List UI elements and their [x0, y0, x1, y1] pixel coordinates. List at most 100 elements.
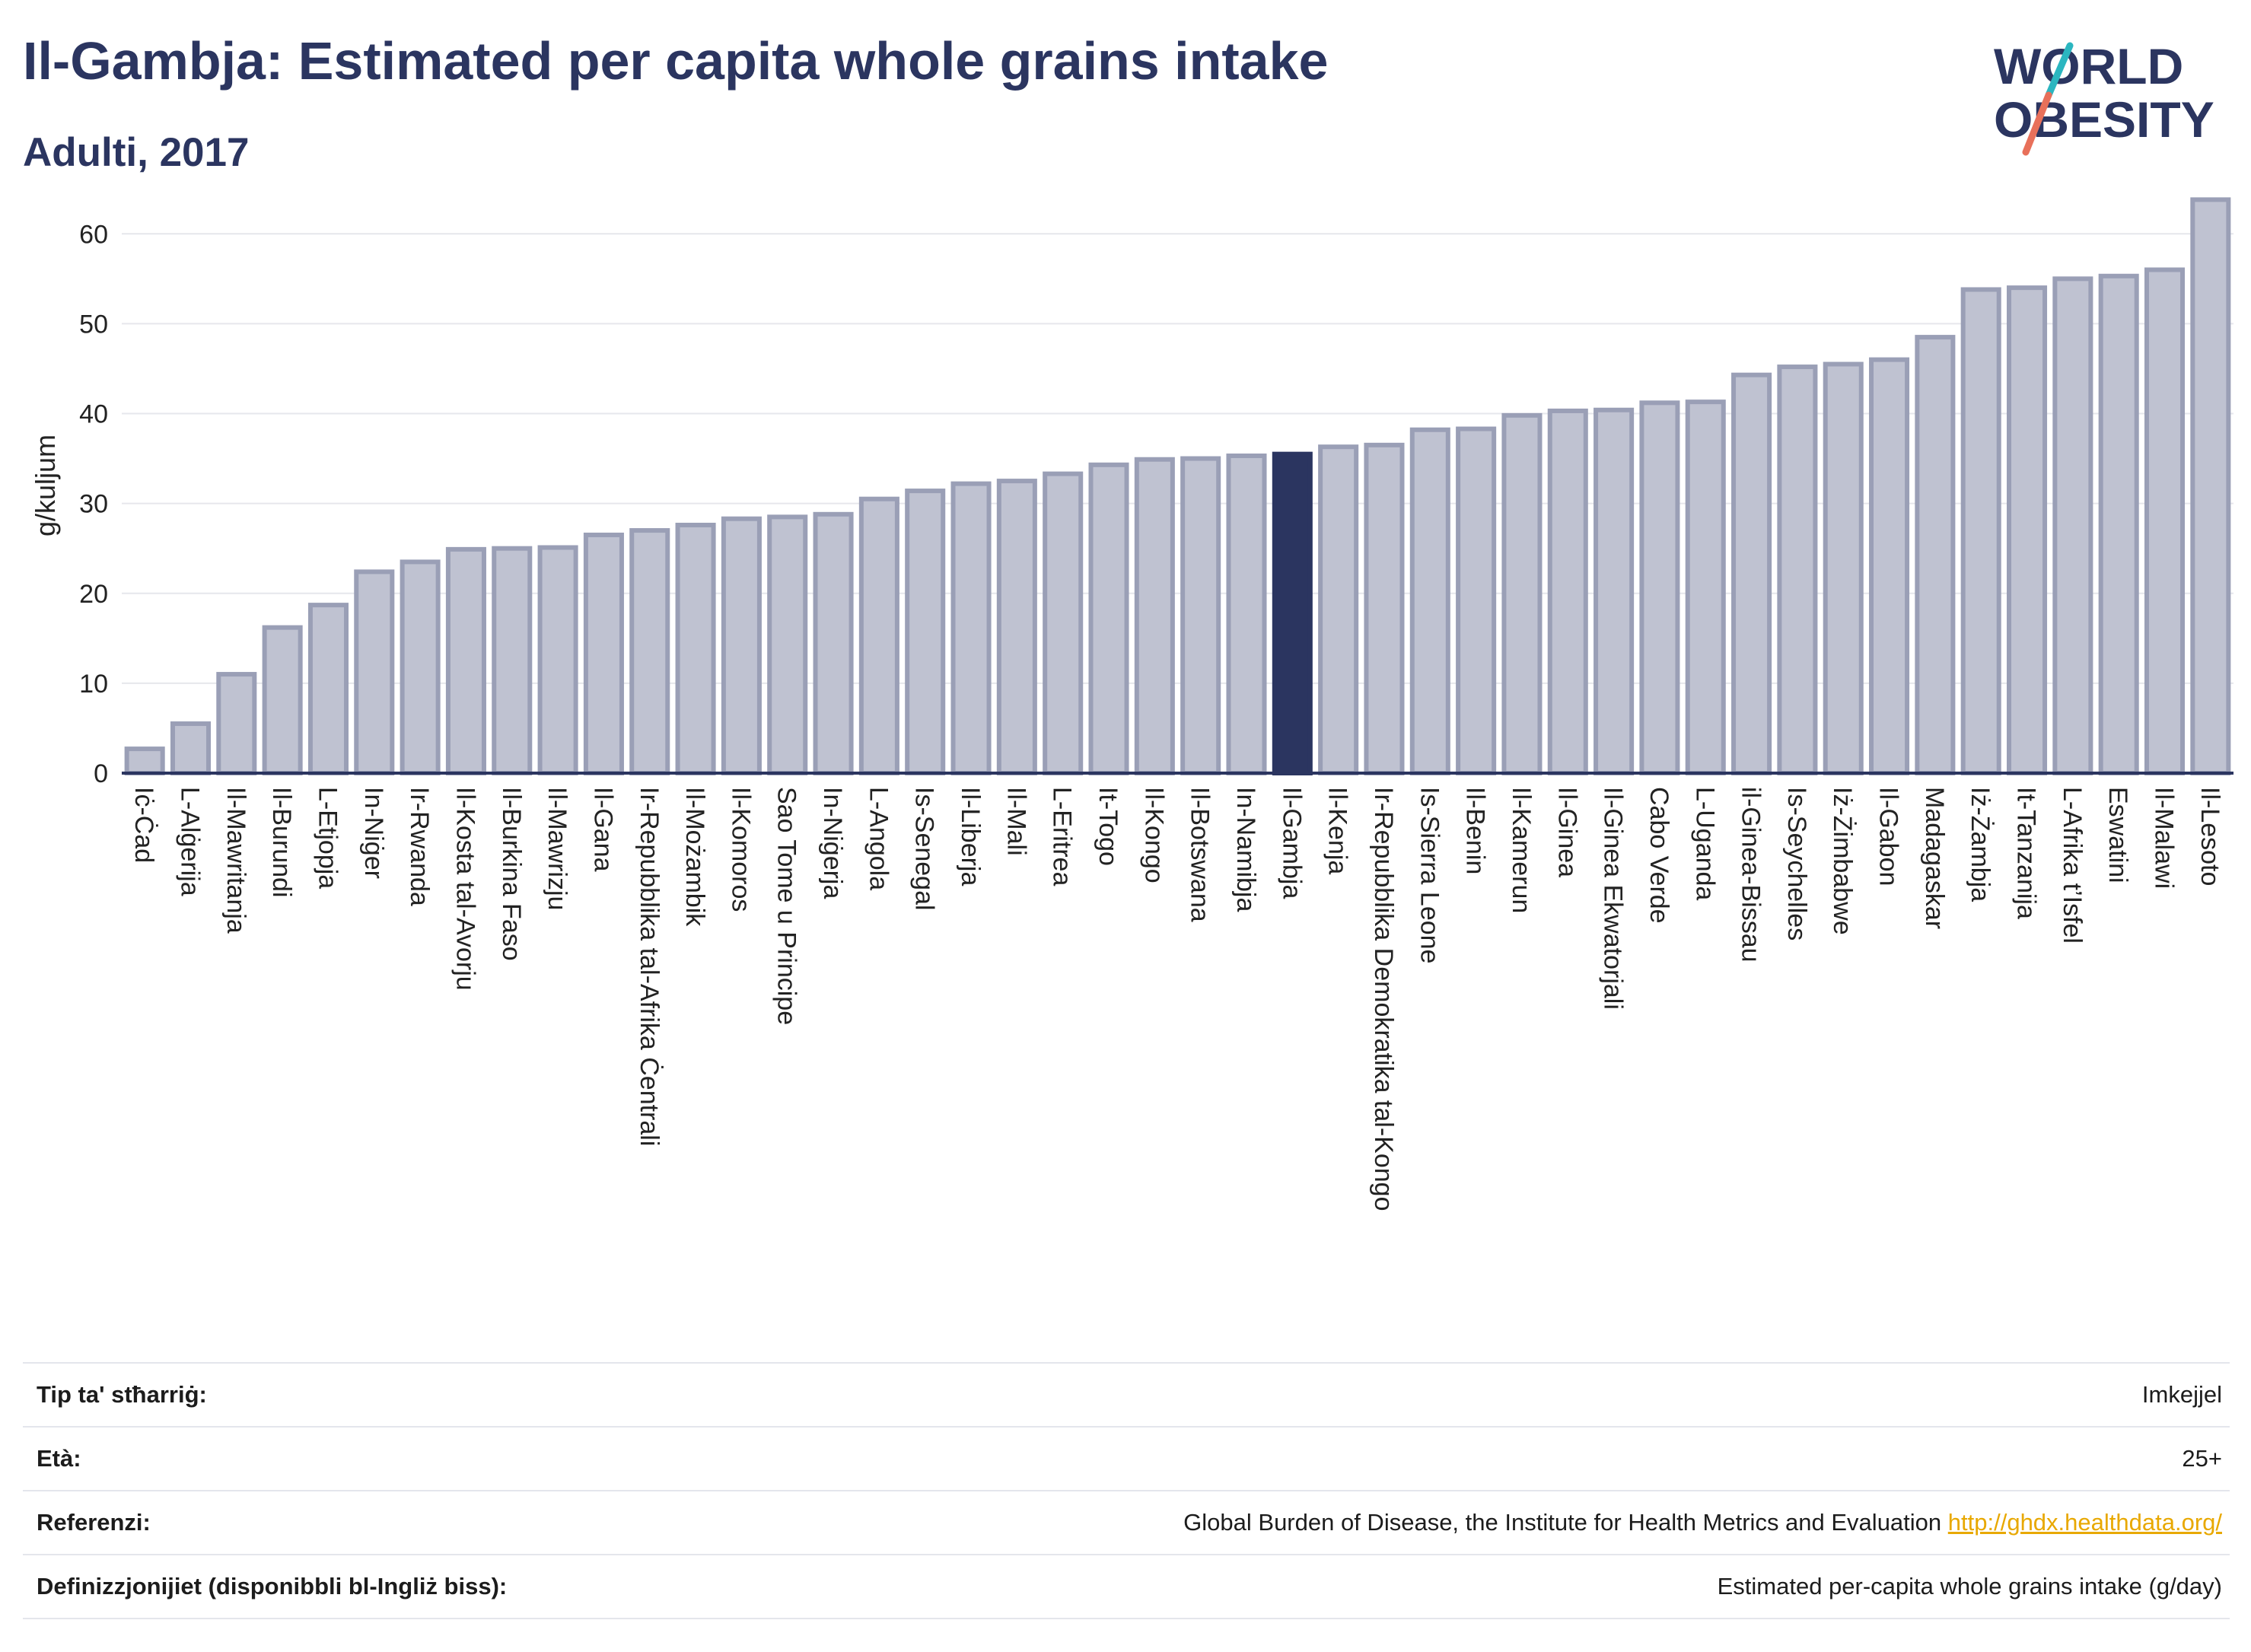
bar [1777, 364, 1818, 775]
info-value: Imkejjel [2141, 1381, 2222, 1408]
x-tick-label: Il-Burundi [267, 787, 296, 898]
bar [445, 546, 486, 776]
x-tick-label: Il-Możambik [680, 787, 709, 927]
bar [1960, 287, 2001, 775]
logo-slash-teal [2045, 42, 2074, 99]
x-tick-label: Il-Lesoto [2195, 787, 2224, 886]
x-tick-label: L-Eritrea [1048, 787, 1077, 886]
bar [950, 481, 992, 775]
logo-slash-coral [2022, 91, 2052, 156]
x-tick-label: L-Etjopja [313, 787, 342, 889]
bar [537, 545, 578, 775]
x-tick-label: Iż-Żambja [1966, 787, 1995, 902]
x-tick-label: Il-Gana [588, 787, 617, 872]
world-obesity-logo: WORLD OBESITY [1994, 38, 2214, 156]
info-label: Referenzi: [37, 1509, 151, 1536]
bar [2052, 276, 2093, 775]
x-tick-label: Il-Ginea Ekwatorjali [1599, 787, 1628, 1010]
y-tick-label: 0 [94, 759, 108, 788]
x-tick-label: L-Alġerija [175, 787, 204, 896]
x-tick-label: Il-Liberja [956, 787, 985, 886]
bar [1134, 457, 1175, 776]
y-tick-label: 20 [79, 580, 108, 609]
x-tick-label: Il-Kenja [1323, 787, 1352, 874]
x-tick-label: il-Ginea-Bissau [1737, 787, 1765, 963]
bar [124, 746, 165, 776]
x-tick-label: Il-Komoros [726, 787, 755, 912]
y-tick-label: 50 [79, 310, 108, 339]
bar [629, 528, 670, 775]
y-axis-label: g/kuljum [30, 434, 61, 536]
x-tick-label: Il-Kongo [1139, 787, 1168, 883]
x-tick-label: Il-Ginea [1552, 787, 1581, 877]
bar-highlight [1272, 451, 1313, 775]
x-tick-label: Il-Gambja [1277, 787, 1306, 899]
x-tick-label: Il-Benin [1461, 787, 1490, 874]
bar [1639, 400, 1680, 775]
x-tick-label: L-Afrika t’Isfel [2058, 787, 2087, 944]
bar [1869, 357, 1910, 775]
x-tick-label: Ir-Rwanda [405, 787, 434, 906]
x-tick-label: Is-Seychelles [1782, 787, 1811, 941]
y-tick-label: 60 [79, 220, 108, 249]
y-tick-label: 30 [79, 490, 108, 519]
x-tick-label: In-Namibja [1231, 787, 1260, 912]
info-value: 25+ [2182, 1445, 2222, 1472]
info-table: Tip ta' stħarriġ: Imkejjel Età: 25+ Refe… [23, 1362, 2230, 1619]
info-label: Definizzjonijiet (disponibbli bl-Ingliż … [37, 1573, 508, 1599]
bar-chart: 0 10 20 30 40 50 60 g/kuljum Iċ-Ċad L-Alġerija Il-… [30, 197, 2233, 1211]
x-tick-label: Cabo Verde [1644, 787, 1673, 924]
bar [858, 496, 899, 775]
x-tick-label: In-Niġer [359, 787, 388, 879]
info-row-age: Età: 25+ [23, 1426, 2230, 1490]
bar [1547, 408, 1588, 775]
bar [2098, 273, 2139, 775]
x-tick-label: Il-Gabon [1874, 787, 1903, 886]
info-label: Età: [37, 1445, 81, 1472]
x-tick-label: L-Angola [864, 787, 893, 890]
bar [1456, 426, 1497, 775]
bar [170, 721, 212, 775]
info-label: Tip ta' stħarriġ: [37, 1381, 207, 1408]
x-tick-label: Ir-Repubblika Demokratika tal-Kongo [1369, 787, 1398, 1211]
bar [1088, 462, 1129, 775]
info-value: Estimated per-capita whole grains intake… [1717, 1573, 2222, 1599]
bar [1043, 471, 1084, 775]
y-tick-label: 10 [79, 670, 108, 699]
bar [583, 532, 624, 775]
x-tick-label: Il-Kosta tal-Avorju [451, 787, 479, 991]
bar [307, 603, 349, 776]
bar [354, 569, 395, 776]
bar [1409, 427, 1450, 775]
x-tick-label: Il-Kamerun [1507, 787, 1536, 913]
bar [1731, 372, 1772, 775]
bar [1501, 412, 1543, 775]
bar [1318, 444, 1359, 775]
bar [905, 489, 946, 776]
bar [813, 511, 854, 775]
info-value-references: Global Burden of Disease, the Institute … [1183, 1509, 2230, 1536]
bar [767, 514, 808, 775]
x-tick-label: Ir-Repubblika tal-Afrika Ċentrali [635, 787, 664, 1146]
bar [1823, 361, 1864, 775]
x-tick-label: Madagaskar [1920, 787, 1949, 929]
logo-text-world: WORLD [1994, 38, 2183, 94]
bar [2007, 285, 2048, 775]
x-tick-label: Il-Mawrizju [543, 787, 572, 910]
bar [492, 546, 533, 775]
bar [1180, 456, 1221, 775]
x-tick-label: It-Tanzanija [2012, 787, 2041, 919]
bar [675, 522, 716, 775]
x-tick-label: Il-Mawritanja [221, 787, 250, 934]
reference-link[interactable]: http://ghdx.healthdata.org/ [1947, 1509, 2222, 1536]
x-tick-label: Il-Mali [1001, 787, 1030, 856]
x-tick-label: In-Niġerja [818, 787, 847, 899]
x-tick-label: It-Togo [1094, 787, 1122, 866]
x-tick-label: Sao Tome u Principe [772, 787, 801, 1025]
x-tick-label: Il-Botswana [1186, 787, 1215, 922]
x-tick-label: Iż-Żimbabwe [1828, 787, 1857, 935]
page-subtitle: Adulti, 2017 [23, 130, 250, 175]
x-tick-label: Eswatini [2103, 787, 2132, 883]
bar [262, 625, 303, 776]
bar [216, 672, 257, 775]
